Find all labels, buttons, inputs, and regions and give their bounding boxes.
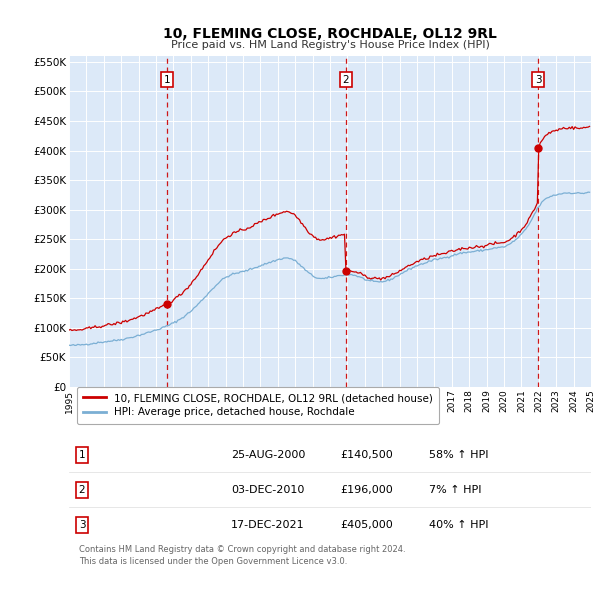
Text: 3: 3 [535,75,541,85]
Text: 1: 1 [79,450,85,460]
Text: 40% ↑ HPI: 40% ↑ HPI [429,520,488,530]
Text: 3: 3 [79,520,85,530]
Text: 7% ↑ HPI: 7% ↑ HPI [429,486,482,496]
Text: Price paid vs. HM Land Registry's House Price Index (HPI): Price paid vs. HM Land Registry's House … [170,40,490,50]
Text: Contains HM Land Registry data © Crown copyright and database right 2024.
This d: Contains HM Land Registry data © Crown c… [79,546,406,566]
Text: 03-DEC-2010: 03-DEC-2010 [231,486,304,496]
Text: £196,000: £196,000 [340,486,393,496]
Text: 10, FLEMING CLOSE, ROCHDALE, OL12 9RL: 10, FLEMING CLOSE, ROCHDALE, OL12 9RL [163,27,497,41]
Text: 58% ↑ HPI: 58% ↑ HPI [429,450,488,460]
Text: 2: 2 [79,486,85,496]
Text: 17-DEC-2021: 17-DEC-2021 [231,520,304,530]
Text: £140,500: £140,500 [340,450,393,460]
Text: £405,000: £405,000 [340,520,393,530]
Text: 1: 1 [164,75,170,85]
Legend: 10, FLEMING CLOSE, ROCHDALE, OL12 9RL (detached house), HPI: Average price, deta: 10, FLEMING CLOSE, ROCHDALE, OL12 9RL (d… [77,387,439,424]
Text: 25-AUG-2000: 25-AUG-2000 [231,450,305,460]
Text: 2: 2 [343,75,349,85]
